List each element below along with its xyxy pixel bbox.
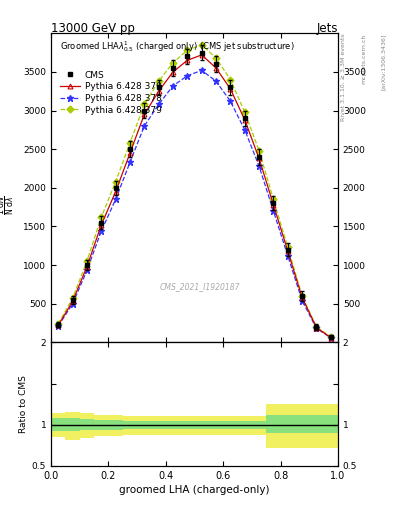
Text: 13000 GeV pp: 13000 GeV pp (51, 22, 135, 34)
Text: Groomed LHA$\lambda^{1}_{0.5}$ (charged only) (CMS jet substructure): Groomed LHA$\lambda^{1}_{0.5}$ (charged … (60, 39, 294, 54)
Text: $\frac{1}{\mathrm{N}}\frac{\mathrm{d}N}{\mathrm{d}\lambda}$: $\frac{1}{\mathrm{N}}\frac{\mathrm{d}N}{… (0, 195, 17, 215)
Y-axis label: Ratio to CMS: Ratio to CMS (19, 375, 28, 433)
Text: CMS_2021_I1920187: CMS_2021_I1920187 (160, 282, 241, 291)
Legend: CMS, Pythia 6.428 370, Pythia 6.428 378, Pythia 6.428 379: CMS, Pythia 6.428 370, Pythia 6.428 378,… (59, 69, 163, 116)
Text: Jets: Jets (316, 22, 338, 34)
X-axis label: groomed LHA (charged-only): groomed LHA (charged-only) (119, 485, 270, 495)
Text: mcplots.cern.ch: mcplots.cern.ch (361, 33, 366, 83)
Text: Rivet 3.1.10, ≥ 3.3M events: Rivet 3.1.10, ≥ 3.3M events (341, 33, 346, 121)
Text: [arXiv:1306.3436]: [arXiv:1306.3436] (381, 33, 386, 90)
